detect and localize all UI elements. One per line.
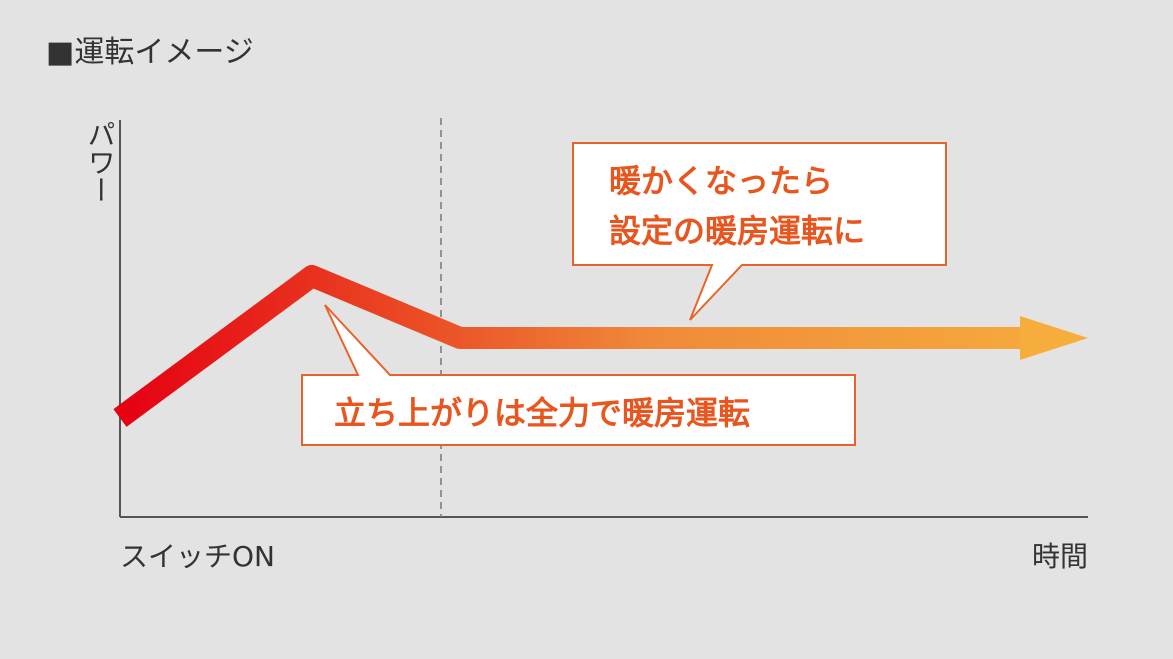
callout-text: 立ち上がりは全力で暖房運転 <box>334 394 750 432</box>
title: ■運転イメージ <box>46 35 254 70</box>
callout-text: 暖かくなったら <box>609 162 833 200</box>
power-curve <box>113 265 1030 427</box>
callout-text: 設定の暖房運転に <box>609 212 865 250</box>
x-axis-end-label: 時間 <box>1032 540 1088 573</box>
y-axis-label: パワー <box>84 120 117 204</box>
arrow-head <box>1020 316 1088 360</box>
callout-1: 暖かくなったら 設定の暖房運転に <box>572 142 947 321</box>
x-axis-start-label: スイッチON <box>120 540 275 573</box>
callout-2: 立ち上がりは全力で暖房運転 <box>301 304 856 446</box>
callout-box <box>572 142 947 321</box>
callout-box <box>301 304 856 446</box>
